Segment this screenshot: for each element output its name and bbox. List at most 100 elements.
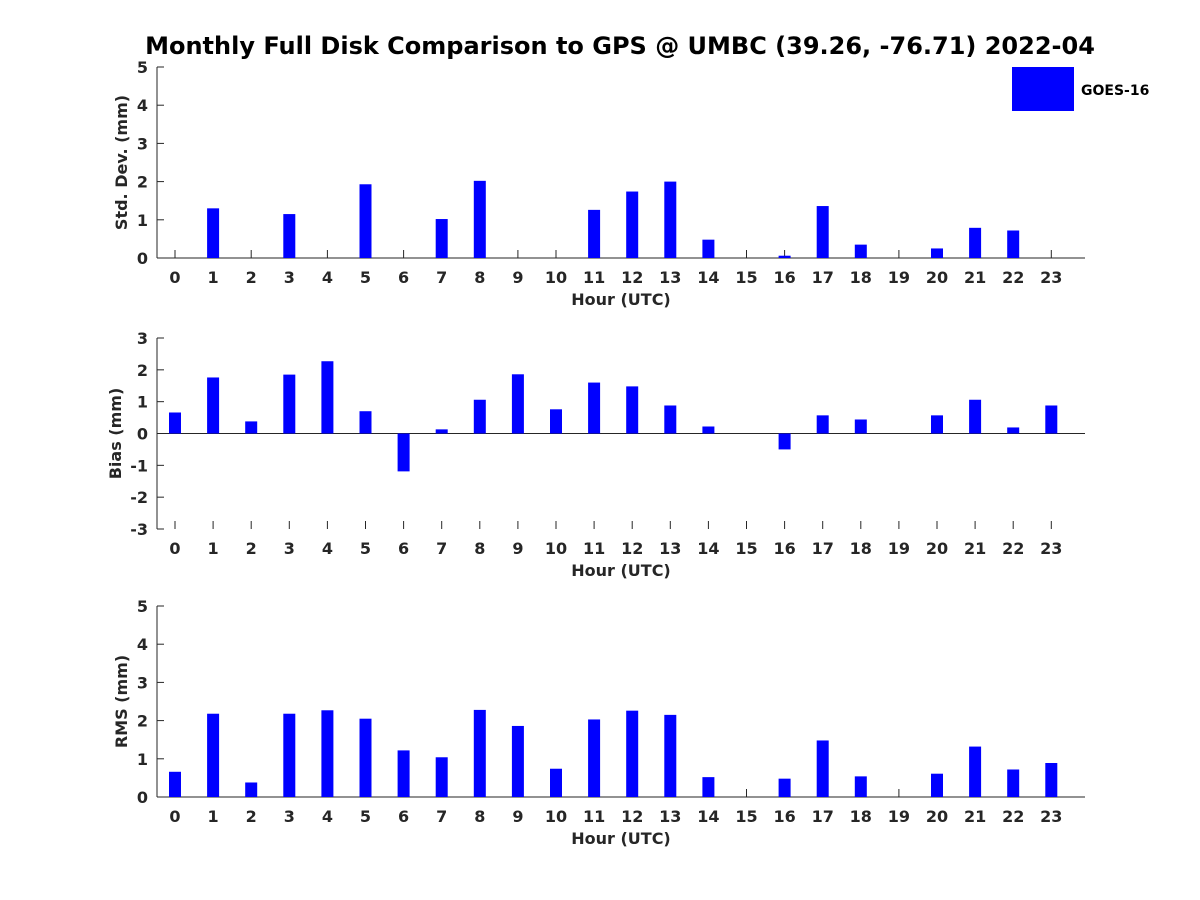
x-tick-label: 23	[1040, 807, 1062, 826]
bar-hour-17	[816, 415, 829, 434]
bar-hour-17	[816, 740, 829, 797]
bar-hour-5	[359, 184, 372, 258]
legend-label-goes-16: GOES-16	[1081, 83, 1149, 99]
x-tick-label: 8	[474, 268, 485, 287]
x-tick-label: 19	[888, 268, 910, 287]
x-tick-label: 1	[208, 539, 219, 558]
x-axis-label: Hour (UTC)	[571, 561, 671, 580]
x-axis-label: Hour (UTC)	[571, 829, 671, 848]
x-tick-label: 5	[360, 539, 371, 558]
x-tick-label: 18	[850, 268, 872, 287]
x-tick-label: 18	[850, 807, 872, 826]
x-tick-label: 17	[812, 807, 834, 826]
x-tick-label: 16	[773, 539, 795, 558]
bar-hour-22	[1007, 769, 1020, 797]
y-tick-label: 3	[137, 329, 148, 348]
bar-hour-6	[397, 433, 410, 472]
bar-hour-9	[511, 725, 524, 797]
bar-hour-13	[664, 181, 677, 258]
x-tick-label: 10	[545, 268, 567, 287]
bar-hour-10	[550, 409, 562, 434]
x-tick-label: 2	[246, 539, 257, 558]
x-tick-label: 5	[360, 807, 371, 826]
bar-hour-11	[588, 382, 601, 434]
bar-hour-11	[588, 719, 601, 797]
x-tick-label: 10	[545, 539, 567, 558]
x-tick-label: 7	[436, 807, 447, 826]
x-tick-label: 8	[474, 539, 485, 558]
bar-hour-7	[435, 219, 448, 258]
x-tick-label: 22	[1002, 539, 1024, 558]
bar-hour-0	[169, 771, 181, 797]
bar-hour-3	[283, 713, 296, 797]
legend-swatch-goes-16	[1012, 67, 1074, 111]
legend: GOES-16	[1012, 67, 1149, 111]
y-axis-label: Bias (mm)	[106, 388, 125, 480]
x-tick-label: 16	[773, 807, 795, 826]
bar-hour-13	[664, 714, 677, 797]
bar-hour-20	[931, 248, 943, 258]
bar-hour-5	[359, 718, 372, 797]
x-tick-label: 10	[545, 807, 567, 826]
y-tick-label: 2	[137, 712, 148, 731]
x-tick-label: 22	[1002, 268, 1024, 287]
figure-title: Monthly Full Disk Comparison to GPS @ UM…	[145, 32, 1095, 60]
x-tick-label: 9	[512, 539, 523, 558]
x-tick-label: 0	[169, 539, 180, 558]
bar-hour-2	[245, 421, 258, 434]
x-tick-label: 22	[1002, 807, 1024, 826]
x-tick-label: 1	[208, 268, 219, 287]
x-tick-label: 16	[773, 268, 795, 287]
y-tick-label: 0	[137, 788, 148, 807]
x-tick-label: 6	[398, 268, 409, 287]
x-tick-label: 19	[888, 539, 910, 558]
x-tick-label: 7	[436, 539, 447, 558]
bar-hour-20	[931, 415, 943, 434]
x-tick-label: 12	[621, 807, 643, 826]
bar-hour-8	[473, 180, 486, 258]
x-tick-label: 3	[284, 807, 295, 826]
bar-hour-18	[854, 419, 867, 434]
x-tick-label: 23	[1040, 268, 1062, 287]
bar-hour-16	[778, 433, 791, 450]
bar-hour-14	[702, 777, 715, 797]
x-tick-label: 9	[512, 268, 523, 287]
x-tick-label: 12	[621, 268, 643, 287]
y-tick-label: 3	[137, 673, 148, 692]
x-tick-label: 19	[888, 807, 910, 826]
bar-hour-20	[931, 773, 943, 797]
bar-hour-23	[1045, 763, 1058, 797]
bar-hour-13	[664, 405, 677, 434]
bar-hour-23	[1045, 405, 1058, 434]
bar-hour-14	[702, 239, 715, 258]
bar-hour-5	[359, 411, 372, 434]
bar-hour-6	[397, 750, 410, 797]
x-tick-label: 12	[621, 539, 643, 558]
x-tick-label: 0	[169, 268, 180, 287]
bar-hour-1	[207, 713, 220, 797]
bar-hour-7	[435, 757, 448, 797]
x-tick-label: 17	[812, 268, 834, 287]
x-tick-label: 21	[964, 807, 986, 826]
x-tick-label: 0	[169, 807, 180, 826]
bar-hour-4	[321, 710, 334, 797]
bar-hour-12	[626, 191, 639, 258]
y-tick-label: 4	[137, 635, 148, 654]
bar-hour-10	[550, 768, 562, 797]
x-tick-label: 11	[583, 539, 605, 558]
bar-hour-18	[854, 244, 867, 258]
bar-hour-9	[511, 374, 524, 434]
x-tick-label: 8	[474, 807, 485, 826]
bar-hour-2	[245, 782, 258, 797]
bar-hour-8	[473, 709, 486, 797]
x-axis-label: Hour (UTC)	[571, 290, 671, 309]
bar-hour-17	[816, 206, 829, 258]
x-tick-label: 23	[1040, 539, 1062, 558]
x-tick-label: 15	[735, 539, 757, 558]
x-tick-label: 15	[735, 807, 757, 826]
y-tick-label: 2	[137, 173, 148, 192]
x-tick-label: 11	[583, 807, 605, 826]
